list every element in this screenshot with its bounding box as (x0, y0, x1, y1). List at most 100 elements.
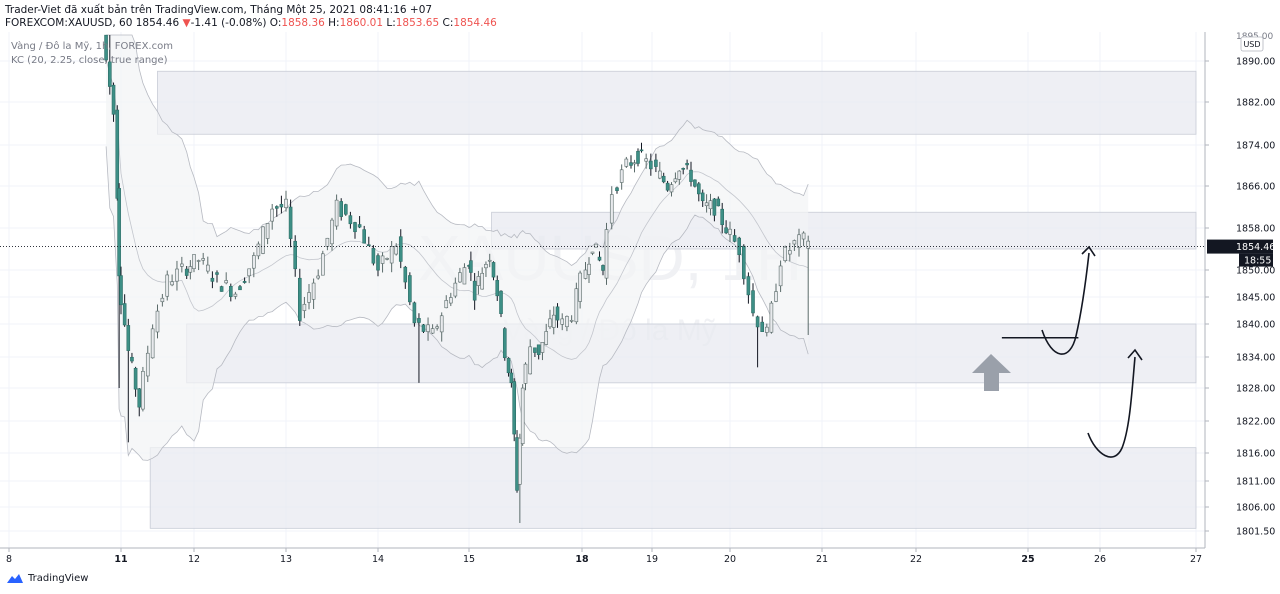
time-tick-label: 22 (910, 554, 922, 565)
time-tick-label: 19 (646, 554, 658, 565)
candle-body (150, 328, 155, 359)
price-tick-label: 1806.00 (1236, 503, 1275, 514)
price-tick-label: 1890.00 (1236, 57, 1275, 68)
candle-body (265, 223, 270, 239)
candle-body (362, 229, 367, 244)
candle-body (458, 272, 462, 283)
candle-body (792, 240, 797, 245)
candle-body (448, 297, 453, 304)
candle-body (487, 259, 492, 262)
candle-body (155, 310, 160, 333)
candle-body (685, 163, 689, 166)
candle-body (720, 208, 725, 226)
ohlc-bar: FOREXCOM:XAUUSD, 60 1854.46 ▼-1.41 (-0.0… (5, 17, 497, 29)
candle-body (115, 109, 120, 199)
candle-body (540, 342, 545, 353)
low-label: L: (386, 17, 396, 29)
candle-body (518, 437, 522, 485)
channel-lower (105, 146, 809, 461)
price-axis[interactable]: 1895.00USD1890.001882.001874.001866.0018… (1204, 32, 1280, 548)
candle-body (594, 243, 598, 248)
candle-body (320, 253, 325, 276)
candle-body (499, 290, 503, 314)
candle-body (469, 260, 473, 273)
candle-body (316, 275, 321, 279)
candle-body (141, 371, 145, 410)
candle-body (348, 215, 353, 225)
time-tick-label: 25 (1021, 554, 1034, 565)
candle-body (421, 324, 426, 332)
candle-body (184, 268, 189, 276)
candle-body (548, 318, 552, 328)
candle-body (624, 158, 629, 167)
last-price-tag (1207, 239, 1273, 254)
candle-body (444, 300, 449, 309)
candle-body (491, 262, 496, 278)
close-label: C: (442, 17, 454, 29)
zone-rect (157, 70, 1197, 135)
candle-body (551, 314, 556, 328)
tradingview-logo[interactable]: TradingView (6, 573, 88, 584)
candle-body (523, 363, 528, 384)
candle-body (261, 226, 265, 254)
open-value: 1858.36 (281, 17, 325, 29)
candle-body (180, 263, 184, 267)
candles (104, 34, 811, 523)
candle-body (480, 272, 484, 290)
candle-body (716, 198, 721, 207)
candle-body (764, 326, 769, 333)
zones (149, 70, 1197, 529)
price-chart[interactable]: XAUUSD, 1HVàng / Đô la Mỹ 1895.00USD1890… (0, 32, 1280, 568)
candle-body (590, 251, 595, 254)
price-tick-label: 1822.00 (1236, 417, 1275, 428)
price-tick-label: 1834.00 (1236, 353, 1275, 364)
candle-body (145, 352, 150, 377)
candle-body (632, 162, 637, 165)
price-tick-label: 1811.00 (1236, 477, 1275, 488)
candle-body (751, 290, 755, 314)
time-axis[interactable]: 8 11 12 13 14 15 18 19 20 21 22 25 26 27 (0, 547, 1205, 565)
candle-body (700, 192, 705, 202)
candle-body (769, 302, 774, 333)
candle-body (302, 303, 307, 311)
candle-body (783, 246, 788, 261)
candle-body (201, 258, 205, 261)
candle-body (737, 237, 742, 256)
candle-body (636, 150, 640, 164)
currency-badge (1240, 36, 1264, 52)
drawings (0, 245, 1205, 458)
low-value: 1853.65 (395, 17, 440, 29)
up-arrow-icon (972, 354, 1011, 391)
candle-body (274, 206, 279, 209)
time-tick-label: 27 (1190, 554, 1202, 565)
candle-body (453, 282, 458, 297)
candle-body (398, 236, 403, 262)
candle-body (376, 255, 380, 271)
candle-body (385, 258, 389, 260)
candle-body (578, 272, 582, 302)
time-tick-label: 18 (575, 554, 589, 565)
change-value: -1.41 (-0.08%) (190, 17, 267, 29)
legend-symbol: Vàng / Đô la Mỹ, 1h, FOREX.com (11, 41, 173, 52)
time-tick-label: 15 (463, 554, 475, 565)
candle-body (170, 281, 174, 286)
candle-body (279, 203, 284, 208)
candle-body (583, 269, 588, 279)
candle-body (778, 265, 783, 287)
candle-body (708, 200, 713, 210)
candle-body (224, 280, 228, 284)
channel-fill (106, 35, 809, 461)
candle-body (462, 267, 467, 285)
open-label: O: (269, 17, 282, 29)
candle-body (160, 297, 165, 303)
candle-body (654, 159, 658, 167)
candle-body (669, 184, 674, 193)
candle-body (512, 381, 517, 435)
candle-body (536, 344, 541, 355)
candle-body (371, 248, 376, 264)
candle-body (219, 286, 224, 292)
candle-body (426, 324, 430, 332)
candle-body (601, 265, 605, 271)
candle-body (307, 292, 311, 303)
candle-body (210, 277, 215, 282)
